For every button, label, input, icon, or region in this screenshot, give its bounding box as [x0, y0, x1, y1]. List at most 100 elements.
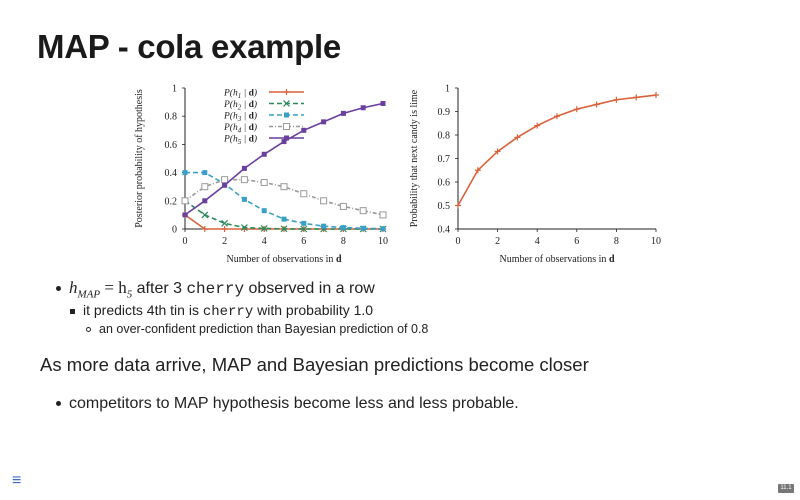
data-point	[340, 110, 346, 116]
data-point	[360, 105, 366, 111]
legend-label: P(h1 | d)	[223, 88, 257, 101]
data-point	[359, 207, 367, 215]
legend-label: P(h3 | d)	[223, 111, 257, 124]
x-tick-label: 8	[614, 236, 619, 247]
data-point	[321, 223, 327, 229]
data-point	[300, 225, 308, 233]
slide-number: 11.1	[778, 484, 794, 493]
y-tick-label: 0.5	[438, 201, 451, 212]
data-point	[534, 122, 541, 129]
y-tick-label: 0.8	[165, 112, 178, 123]
x-tick-label: 10	[651, 236, 661, 247]
data-point	[261, 151, 267, 157]
legend-marker	[283, 123, 290, 130]
y-tick-label: 0.2	[165, 196, 178, 207]
data-point	[613, 96, 620, 103]
menu-icon[interactable]: ≡	[12, 472, 22, 489]
math-h-map: hMAP = h5	[69, 278, 133, 301]
y-tick-label: 0.9	[438, 107, 451, 118]
data-point	[514, 134, 521, 141]
slide-title: MAP - cola example	[37, 28, 341, 65]
data-point	[494, 148, 501, 155]
x-tick-label: 0	[183, 236, 188, 247]
x-axis-label: Number of observations in d	[500, 254, 615, 265]
data-point	[281, 216, 287, 222]
data-point	[593, 101, 600, 108]
bullet-dot-icon	[56, 286, 61, 292]
legend-label: P(h2 | d)	[223, 99, 257, 112]
data-point	[240, 224, 248, 232]
data-point	[261, 208, 267, 214]
bullet-prediction: it predicts 4th tin is cherry with proba…	[70, 302, 373, 320]
x-tick-label: 0	[456, 236, 461, 247]
x-tick-label: 8	[341, 236, 346, 247]
data-point	[281, 139, 287, 145]
data-point	[181, 197, 189, 205]
data-point	[201, 211, 209, 219]
series-line	[184, 200, 383, 230]
code-cherry: cherry	[186, 280, 245, 298]
data-point	[221, 176, 229, 184]
data-point	[321, 119, 327, 125]
y-tick-label: 1	[445, 84, 450, 95]
bullet-dot-icon	[56, 401, 61, 407]
legend-marker	[284, 112, 289, 118]
y-axis-label: Posterior probability of hypothesis	[134, 89, 145, 228]
data-point	[280, 183, 288, 191]
y-tick-label: 0.4	[438, 225, 451, 236]
data-point	[280, 225, 288, 233]
bullet-square-icon	[70, 308, 75, 314]
data-point	[300, 190, 308, 198]
y-tick-label: 1	[172, 84, 177, 95]
data-point	[380, 226, 386, 232]
x-tick-label: 4	[535, 236, 540, 247]
series-line	[184, 102, 384, 216]
data-point	[221, 226, 228, 232]
section-statement: As more data arrive, MAP and Bayesian pr…	[40, 354, 589, 375]
data-point	[201, 183, 209, 191]
data-point	[474, 167, 481, 174]
data-point	[320, 197, 328, 205]
data-point	[340, 225, 346, 231]
legend-marker	[283, 89, 290, 95]
data-point	[202, 198, 208, 204]
data-point	[301, 220, 307, 226]
x-tick-label: 2	[495, 236, 500, 247]
data-point	[339, 202, 347, 210]
data-point	[222, 182, 228, 188]
x-tick-label: 6	[574, 236, 579, 247]
y-axis-label: Probability that next candy is lime	[409, 89, 420, 227]
data-point	[360, 225, 366, 231]
data-point	[554, 113, 560, 120]
x-tick-label: 4	[262, 236, 267, 247]
data-point	[182, 170, 188, 176]
data-point	[182, 212, 188, 218]
bullet-map-hypothesis: hMAP = h5 after 3 cherry observed in a r…	[56, 278, 375, 300]
y-tick-label: 0.7	[438, 154, 451, 165]
bullet-circle-icon	[86, 327, 91, 333]
x-tick-label: 2	[222, 236, 227, 247]
legend-marker	[284, 135, 289, 141]
data-point	[221, 219, 229, 227]
x-tick-label: 6	[301, 236, 306, 247]
legend-marker	[283, 100, 290, 107]
data-point	[380, 101, 386, 107]
data-point	[202, 170, 208, 176]
data-point	[241, 196, 247, 202]
y-tick-label: 0.8	[438, 131, 451, 142]
y-tick-label: 0.6	[438, 178, 451, 189]
series-line	[457, 94, 657, 206]
data-point	[241, 165, 247, 171]
data-point	[260, 178, 268, 186]
y-tick-label: 0.4	[165, 168, 178, 179]
data-point	[633, 94, 640, 101]
data-point	[653, 92, 659, 99]
bullet-overconfident: an over-confident prediction than Bayesi…	[86, 322, 428, 336]
data-point	[455, 202, 461, 209]
code-cherry-2: cherry	[202, 304, 254, 320]
legend-label: P(h4 | d)	[223, 122, 257, 135]
data-point	[260, 225, 268, 232]
data-point	[201, 226, 208, 232]
